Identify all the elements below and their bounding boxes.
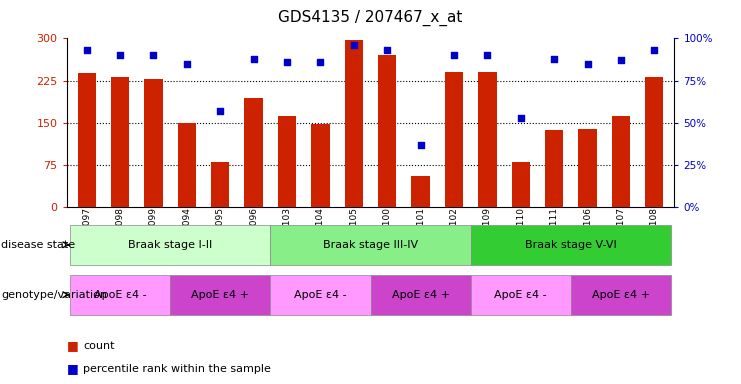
Text: ApoE ε4 -: ApoE ε4 - xyxy=(494,290,547,300)
Bar xyxy=(370,275,471,314)
Bar xyxy=(311,124,330,207)
Bar xyxy=(378,55,396,207)
Bar xyxy=(170,275,270,314)
Bar xyxy=(411,176,430,207)
Text: GSM735100: GSM735100 xyxy=(382,207,392,262)
Text: GSM735098: GSM735098 xyxy=(116,207,124,262)
Point xyxy=(382,47,393,53)
Point xyxy=(448,52,460,58)
Text: GSM735095: GSM735095 xyxy=(216,207,225,262)
Text: Braak stage V-VI: Braak stage V-VI xyxy=(525,240,617,250)
Point xyxy=(548,56,560,62)
Point xyxy=(147,52,159,58)
Text: GSM735094: GSM735094 xyxy=(182,207,191,262)
Text: ApoE ε4 +: ApoE ε4 + xyxy=(592,290,650,300)
Bar xyxy=(445,72,463,207)
Text: GSM735109: GSM735109 xyxy=(483,207,492,262)
Text: GSM735110: GSM735110 xyxy=(516,207,525,262)
Text: ■: ■ xyxy=(67,362,82,375)
Point xyxy=(615,57,627,63)
Text: GSM735096: GSM735096 xyxy=(249,207,258,262)
Text: ■: ■ xyxy=(67,339,82,352)
Text: GSM735099: GSM735099 xyxy=(149,207,158,262)
Text: ApoE ε4 +: ApoE ε4 + xyxy=(191,290,249,300)
Bar xyxy=(345,40,363,207)
Text: ApoE ε4 +: ApoE ε4 + xyxy=(391,290,450,300)
Point xyxy=(281,59,293,65)
Text: Braak stage III-IV: Braak stage III-IV xyxy=(323,240,418,250)
Text: GSM735104: GSM735104 xyxy=(316,207,325,262)
Bar xyxy=(471,225,671,265)
Point xyxy=(314,59,326,65)
Point xyxy=(515,115,527,121)
Bar xyxy=(211,162,230,207)
Text: ApoE ε4 -: ApoE ε4 - xyxy=(294,290,347,300)
Point xyxy=(214,108,226,114)
Bar xyxy=(111,77,129,207)
Bar xyxy=(245,98,263,207)
Text: ApoE ε4 -: ApoE ε4 - xyxy=(94,290,147,300)
Text: GSM735106: GSM735106 xyxy=(583,207,592,262)
Point xyxy=(648,47,660,53)
Bar xyxy=(471,275,571,314)
Point xyxy=(582,61,594,67)
Bar xyxy=(78,73,96,207)
Text: GSM735105: GSM735105 xyxy=(349,207,359,262)
Text: GSM735111: GSM735111 xyxy=(550,207,559,262)
Bar xyxy=(270,225,471,265)
Text: count: count xyxy=(83,341,115,351)
Text: GSM735097: GSM735097 xyxy=(82,207,91,262)
Point xyxy=(247,56,259,62)
Bar xyxy=(571,275,671,314)
Text: GSM735101: GSM735101 xyxy=(416,207,425,262)
Point xyxy=(415,142,427,148)
Text: percentile rank within the sample: percentile rank within the sample xyxy=(83,364,271,374)
Bar xyxy=(545,130,563,207)
Bar xyxy=(70,225,270,265)
Text: GSM735102: GSM735102 xyxy=(450,207,459,262)
Bar xyxy=(178,123,196,207)
Point xyxy=(81,47,93,53)
Point xyxy=(181,61,193,67)
Bar xyxy=(278,116,296,207)
Bar xyxy=(270,275,370,314)
Bar xyxy=(478,72,496,207)
Bar xyxy=(612,116,630,207)
Text: Braak stage I-II: Braak stage I-II xyxy=(128,240,213,250)
Text: GDS4135 / 207467_x_at: GDS4135 / 207467_x_at xyxy=(279,10,462,26)
Point xyxy=(482,52,494,58)
Bar xyxy=(578,129,597,207)
Text: GSM735107: GSM735107 xyxy=(617,207,625,262)
Bar xyxy=(511,162,530,207)
Text: GSM735103: GSM735103 xyxy=(282,207,291,262)
Text: GSM735108: GSM735108 xyxy=(650,207,659,262)
Point xyxy=(114,52,126,58)
Text: genotype/variation: genotype/variation xyxy=(1,290,107,300)
Bar xyxy=(645,77,663,207)
Bar xyxy=(144,79,163,207)
Bar xyxy=(70,275,170,314)
Point xyxy=(348,42,359,48)
Text: disease state: disease state xyxy=(1,240,76,250)
